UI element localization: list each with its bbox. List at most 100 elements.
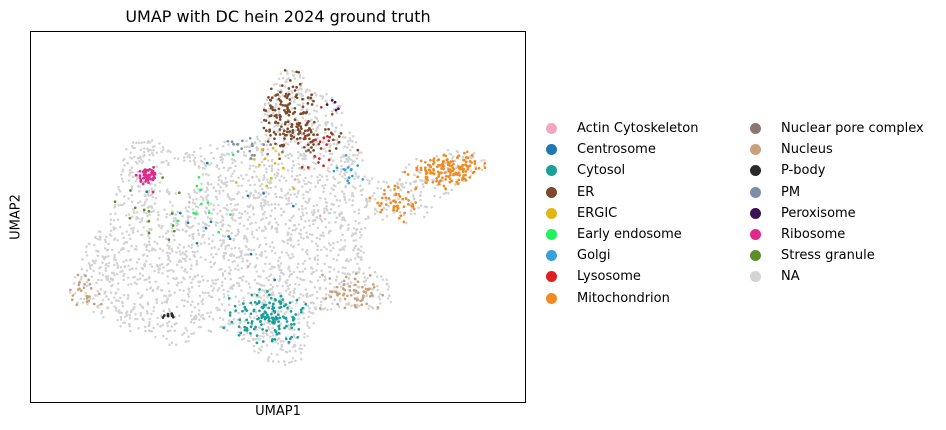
na-point — [159, 172, 163, 176]
na-point — [161, 272, 164, 275]
na-point — [237, 330, 240, 334]
na-point — [193, 275, 197, 278]
p-body-point — [166, 314, 170, 318]
na-point — [185, 271, 189, 274]
na-point — [280, 251, 284, 254]
na-point — [330, 202, 334, 206]
na-point — [348, 273, 352, 277]
na-point — [351, 199, 355, 202]
na-point — [271, 334, 275, 337]
na-point — [265, 332, 268, 335]
na-point — [260, 207, 264, 211]
na-point — [378, 297, 382, 301]
na-point — [227, 258, 230, 262]
na-point — [237, 284, 241, 288]
na-point — [297, 243, 300, 246]
na-point — [271, 291, 274, 295]
na-point — [293, 77, 297, 80]
na-point — [232, 254, 236, 257]
na-point — [360, 245, 363, 248]
na-point — [82, 297, 86, 301]
na-point — [181, 333, 184, 336]
na-point — [248, 339, 251, 343]
na-point — [335, 275, 339, 279]
na-point — [174, 192, 178, 195]
cytosol-point — [255, 293, 259, 297]
na-point — [275, 195, 278, 198]
lysosome-point — [325, 143, 328, 146]
na-point — [221, 161, 224, 164]
ergic-point — [277, 153, 281, 157]
na-point — [225, 329, 229, 332]
na-point — [147, 234, 150, 237]
na-point — [138, 189, 141, 193]
na-point — [110, 248, 114, 252]
na-point — [278, 179, 281, 182]
na-point — [313, 218, 317, 222]
na-point — [419, 198, 422, 202]
na-point — [307, 310, 311, 313]
na-point — [322, 234, 325, 238]
cytosol-point — [273, 329, 277, 332]
na-point — [299, 215, 303, 219]
nucleus-point — [334, 290, 337, 294]
na-point — [303, 267, 307, 271]
na-point — [184, 326, 187, 330]
na-point — [138, 200, 142, 203]
na-point — [280, 122, 284, 126]
na-point — [130, 244, 133, 248]
nucleus-point — [371, 283, 375, 286]
mitochondrion-point — [402, 205, 406, 209]
na-point — [205, 198, 208, 201]
na-point — [109, 229, 113, 233]
na-point — [152, 148, 155, 152]
er-point — [337, 135, 341, 138]
na-point — [166, 188, 169, 191]
na-point — [246, 259, 249, 263]
na-point — [208, 315, 211, 318]
er-point — [307, 137, 311, 141]
na-point — [97, 250, 100, 253]
pm-point — [226, 139, 230, 143]
na-point — [339, 248, 343, 251]
na-point — [341, 246, 345, 249]
cytosol-point — [273, 338, 277, 341]
na-point — [227, 294, 230, 297]
lysosome-point — [326, 135, 329, 138]
na-point — [140, 233, 144, 237]
er-point — [288, 130, 292, 133]
na-point — [212, 286, 216, 290]
na-point — [382, 206, 386, 210]
na-point — [353, 292, 356, 295]
na-point — [304, 119, 307, 122]
mitochondrion-point — [393, 184, 397, 188]
legend-label: Centrosome — [577, 142, 656, 158]
na-point — [96, 289, 99, 293]
nucleus-point — [362, 294, 365, 298]
na-point — [195, 191, 199, 195]
er-point — [291, 85, 295, 89]
na-point — [337, 204, 341, 208]
na-point — [270, 249, 274, 252]
er-point — [324, 128, 327, 131]
na-point — [129, 151, 132, 155]
na-point — [352, 248, 355, 252]
mitochondrion-point — [412, 207, 416, 211]
cytosol-point — [287, 341, 291, 344]
na-point — [229, 166, 232, 170]
na-point — [293, 287, 297, 290]
na-point — [322, 154, 326, 158]
na-point — [218, 268, 221, 271]
na-point — [331, 124, 334, 127]
mitochondrion-point — [394, 192, 398, 196]
p-body-point — [161, 316, 165, 319]
na-point — [165, 215, 168, 219]
na-point — [143, 263, 146, 266]
stress-granule-point — [147, 220, 151, 223]
na-point — [289, 219, 292, 223]
na-point — [217, 183, 220, 186]
na-point — [117, 185, 120, 189]
na-point — [237, 230, 240, 233]
ergic-point — [271, 146, 275, 150]
na-point — [132, 227, 136, 230]
